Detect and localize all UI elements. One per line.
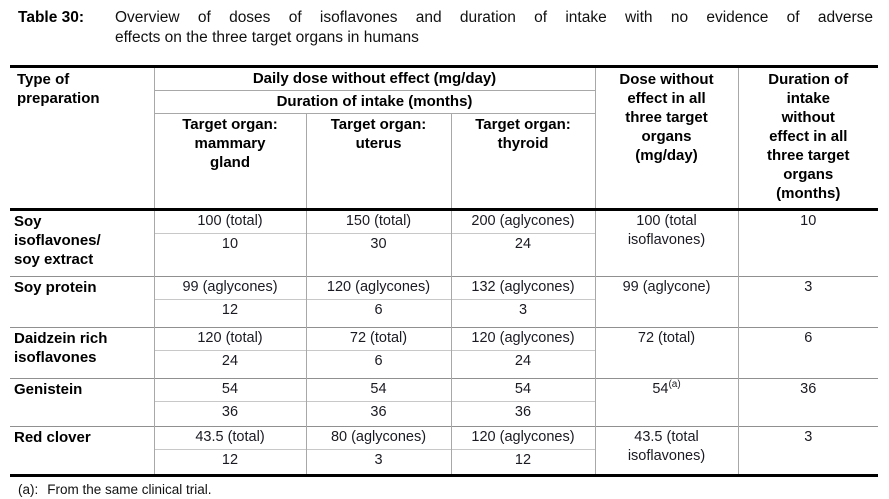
dose-cell: 120 (aglycones) bbox=[450, 426, 595, 450]
duration-cell: 12 bbox=[153, 299, 306, 328]
header-duration-all-organs: Duration of intake without effect in all… bbox=[737, 66, 878, 211]
dose-cell: 100 (total) bbox=[153, 209, 306, 234]
dose-cell: 120 (aglycones) bbox=[305, 276, 451, 300]
footnote-marker: (a) bbox=[668, 379, 681, 391]
duration-cell: 12 bbox=[450, 449, 595, 476]
caption-line-1: Overview of doses of isoflavones and dur… bbox=[115, 9, 873, 26]
dose-all-value: 54 bbox=[652, 381, 669, 397]
dose-cell: 120 (total) bbox=[153, 327, 306, 351]
table-caption-text: Overview of doses of isoflavones and dur… bbox=[115, 8, 873, 48]
dose-cell: 200 (aglycones) bbox=[450, 209, 595, 234]
dose-cell: 43.5 (total) bbox=[153, 426, 306, 450]
duration-cell: 3 bbox=[450, 299, 595, 328]
header-duration-of-intake: Duration of intake (months) bbox=[153, 90, 595, 114]
prep-name-cell: Soy isoflavones/ soy extract bbox=[10, 209, 154, 277]
table-footnote: (a): From the same clinical trial. bbox=[18, 481, 889, 499]
duration-cell: 24 bbox=[450, 233, 595, 277]
duration-cell: 6 bbox=[305, 299, 451, 328]
dose-cell: 80 (aglycones) bbox=[305, 426, 451, 450]
header-type-of-preparation: Type of preparation bbox=[10, 66, 154, 211]
dose-cell: 150 (total) bbox=[305, 209, 451, 234]
dose-cell: 72 (total) bbox=[305, 327, 451, 351]
duration-cell: 3 bbox=[305, 449, 451, 476]
duration-all-cell: 3 bbox=[737, 276, 878, 328]
header-target-organ-thyroid: Target organ: thyroid bbox=[450, 113, 595, 211]
header-daily-dose: Daily dose without effect (mg/day) bbox=[153, 66, 595, 91]
dose-all-cell: 43.5 (total isoflavones) bbox=[594, 426, 738, 476]
caption-line-2: effects on the three target organs in hu… bbox=[115, 29, 419, 46]
dose-cell: 120 (aglycones) bbox=[450, 327, 595, 351]
duration-cell: 10 bbox=[153, 233, 306, 277]
duration-cell: 36 bbox=[153, 401, 306, 427]
header-dose-all-organs: Dose without effect in all three target … bbox=[594, 66, 738, 211]
prep-name-cell: Red clover bbox=[10, 426, 154, 476]
duration-cell: 30 bbox=[305, 233, 451, 277]
duration-all-cell: 3 bbox=[737, 426, 878, 476]
duration-cell: 36 bbox=[450, 401, 595, 427]
duration-all-cell: 6 bbox=[737, 327, 878, 379]
header-target-organ-mammary: Target organ: mammary gland bbox=[153, 113, 306, 211]
duration-cell: 12 bbox=[153, 449, 306, 476]
dose-cell: 54 bbox=[305, 378, 451, 402]
prep-name-cell: Genistein bbox=[10, 378, 154, 427]
table-title: Table 30: Overview of doses of isoflavon… bbox=[0, 0, 889, 48]
duration-all-cell: 10 bbox=[737, 209, 878, 277]
dose-cell: 132 (aglycones) bbox=[450, 276, 595, 300]
dose-all-cell: 100 (total isoflavones) bbox=[594, 209, 738, 277]
doses-table: Type of preparation Daily dose without e… bbox=[10, 65, 878, 477]
prep-name-cell: Soy protein bbox=[10, 276, 154, 328]
duration-all-cell: 36 bbox=[737, 378, 878, 427]
prep-name-cell: Daidzein rich isoflavones bbox=[10, 327, 154, 379]
footnote-label: (a): bbox=[18, 482, 39, 497]
dose-all-cell: 72 (total) bbox=[594, 327, 738, 379]
duration-cell: 24 bbox=[450, 350, 595, 379]
table-number-label: Table 30: bbox=[18, 9, 85, 26]
footnote-text: From the same clinical trial. bbox=[47, 482, 212, 497]
dose-cell: 54 bbox=[450, 378, 595, 402]
dose-cell: 99 (aglycones) bbox=[153, 276, 306, 300]
duration-cell: 24 bbox=[153, 350, 306, 379]
dose-cell: 54 bbox=[153, 378, 306, 402]
dose-all-cell: 99 (aglycone) bbox=[594, 276, 738, 328]
duration-cell: 6 bbox=[305, 350, 451, 379]
dose-all-cell: 54(a) bbox=[594, 378, 738, 427]
duration-cell: 36 bbox=[305, 401, 451, 427]
header-target-organ-uterus: Target organ: uterus bbox=[305, 113, 451, 211]
